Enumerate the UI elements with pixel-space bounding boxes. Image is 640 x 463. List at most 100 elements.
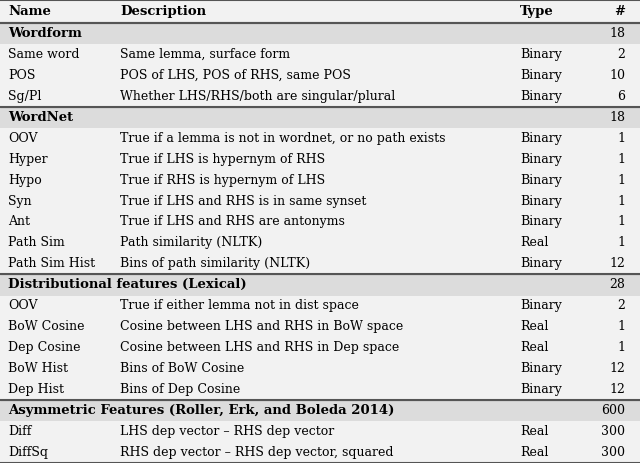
Text: 1: 1 xyxy=(617,194,625,207)
Bar xyxy=(0,86,640,106)
Text: Same word: Same word xyxy=(8,48,79,61)
Text: Binary: Binary xyxy=(520,90,562,103)
Bar xyxy=(0,295,640,316)
Text: Cosine between LHS and RHS in BoW space: Cosine between LHS and RHS in BoW space xyxy=(120,320,403,333)
Bar xyxy=(0,316,640,337)
Bar xyxy=(0,358,640,379)
Text: Description: Description xyxy=(120,5,206,18)
Text: Real: Real xyxy=(520,446,548,459)
Text: 18: 18 xyxy=(609,27,625,40)
Text: Bins of path similarity (NLTK): Bins of path similarity (NLTK) xyxy=(120,257,310,270)
Text: True if a lemma is not in wordnet, or no path exists: True if a lemma is not in wordnet, or no… xyxy=(120,132,445,145)
Text: 1: 1 xyxy=(617,174,625,187)
Text: RHS dep vector – RHS dep vector, squared: RHS dep vector – RHS dep vector, squared xyxy=(120,446,394,459)
Text: Asymmetric Features (Roller, Erk, and Boleda 2014): Asymmetric Features (Roller, Erk, and Bo… xyxy=(8,404,394,417)
Text: Binary: Binary xyxy=(520,194,562,207)
Text: 10: 10 xyxy=(609,69,625,82)
Bar xyxy=(0,149,640,170)
Text: True if LHS and RHS is in same synset: True if LHS and RHS is in same synset xyxy=(120,194,366,207)
Text: Path Sim: Path Sim xyxy=(8,236,65,249)
Bar xyxy=(0,421,640,442)
Text: Binary: Binary xyxy=(520,174,562,187)
Text: BoW Hist: BoW Hist xyxy=(8,362,68,375)
Text: Binary: Binary xyxy=(520,257,562,270)
Text: True if LHS and RHS are antonyms: True if LHS and RHS are antonyms xyxy=(120,215,345,228)
Text: Binary: Binary xyxy=(520,132,562,145)
Bar xyxy=(0,106,640,128)
Text: Ant: Ant xyxy=(8,215,30,228)
Text: 1: 1 xyxy=(617,236,625,249)
Text: 28: 28 xyxy=(609,278,625,291)
Text: Real: Real xyxy=(520,425,548,438)
Text: Bins of Dep Cosine: Bins of Dep Cosine xyxy=(120,383,240,396)
Text: Binary: Binary xyxy=(520,69,562,82)
Text: 2: 2 xyxy=(617,300,625,313)
Text: Whether LHS/RHS/both are singular/plural: Whether LHS/RHS/both are singular/plural xyxy=(120,90,396,103)
Bar xyxy=(0,0,640,23)
Text: Real: Real xyxy=(520,320,548,333)
Text: Path Sim Hist: Path Sim Hist xyxy=(8,257,95,270)
Bar xyxy=(0,212,640,232)
Text: Binary: Binary xyxy=(520,383,562,396)
Text: Type: Type xyxy=(520,5,554,18)
Text: Name: Name xyxy=(8,5,51,18)
Text: 1: 1 xyxy=(617,320,625,333)
Text: True if RHS is hypernym of LHS: True if RHS is hypernym of LHS xyxy=(120,174,325,187)
Bar xyxy=(0,128,640,149)
Text: 300: 300 xyxy=(601,446,625,459)
Text: 6: 6 xyxy=(617,90,625,103)
Text: #: # xyxy=(614,5,625,18)
Text: 2: 2 xyxy=(617,48,625,61)
Bar xyxy=(0,170,640,191)
Text: 12: 12 xyxy=(609,362,625,375)
Text: OOV: OOV xyxy=(8,132,38,145)
Text: DiffSq: DiffSq xyxy=(8,446,48,459)
Text: Same lemma, surface form: Same lemma, surface form xyxy=(120,48,290,61)
Text: Diff: Diff xyxy=(8,425,31,438)
Text: Bins of BoW Cosine: Bins of BoW Cosine xyxy=(120,362,244,375)
Text: Binary: Binary xyxy=(520,215,562,228)
Text: 1: 1 xyxy=(617,215,625,228)
Text: Binary: Binary xyxy=(520,300,562,313)
Text: LHS dep vector – RHS dep vector: LHS dep vector – RHS dep vector xyxy=(120,425,334,438)
Bar xyxy=(0,400,640,421)
Text: Dep Hist: Dep Hist xyxy=(8,383,64,396)
Text: True if LHS is hypernym of RHS: True if LHS is hypernym of RHS xyxy=(120,153,325,166)
Text: Distributional features (Lexical): Distributional features (Lexical) xyxy=(8,278,246,291)
Text: Dep Cosine: Dep Cosine xyxy=(8,341,81,354)
Text: 12: 12 xyxy=(609,257,625,270)
Text: WordNet: WordNet xyxy=(8,111,73,124)
Text: Binary: Binary xyxy=(520,153,562,166)
Text: 1: 1 xyxy=(617,341,625,354)
Text: POS: POS xyxy=(8,69,35,82)
Bar xyxy=(0,65,640,86)
Text: 1: 1 xyxy=(617,153,625,166)
Bar xyxy=(0,379,640,400)
Text: Hypo: Hypo xyxy=(8,174,42,187)
Bar xyxy=(0,232,640,253)
Bar xyxy=(0,191,640,212)
Text: 600: 600 xyxy=(601,404,625,417)
Text: Real: Real xyxy=(520,341,548,354)
Text: Sg/Pl: Sg/Pl xyxy=(8,90,42,103)
Text: Syn: Syn xyxy=(8,194,31,207)
Bar xyxy=(0,23,640,44)
Text: BoW Cosine: BoW Cosine xyxy=(8,320,84,333)
Bar xyxy=(0,274,640,295)
Text: OOV: OOV xyxy=(8,300,38,313)
Text: POS of LHS, POS of RHS, same POS: POS of LHS, POS of RHS, same POS xyxy=(120,69,351,82)
Bar xyxy=(0,442,640,463)
Text: 1: 1 xyxy=(617,132,625,145)
Text: Cosine between LHS and RHS in Dep space: Cosine between LHS and RHS in Dep space xyxy=(120,341,399,354)
Text: Binary: Binary xyxy=(520,48,562,61)
Bar xyxy=(0,253,640,274)
Text: True if either lemma not in dist space: True if either lemma not in dist space xyxy=(120,300,359,313)
Text: Hyper: Hyper xyxy=(8,153,47,166)
Text: Path similarity (NLTK): Path similarity (NLTK) xyxy=(120,236,262,249)
Text: Binary: Binary xyxy=(520,362,562,375)
Text: 300: 300 xyxy=(601,425,625,438)
Bar xyxy=(0,44,640,65)
Bar xyxy=(0,337,640,358)
Text: Real: Real xyxy=(520,236,548,249)
Text: 18: 18 xyxy=(609,111,625,124)
